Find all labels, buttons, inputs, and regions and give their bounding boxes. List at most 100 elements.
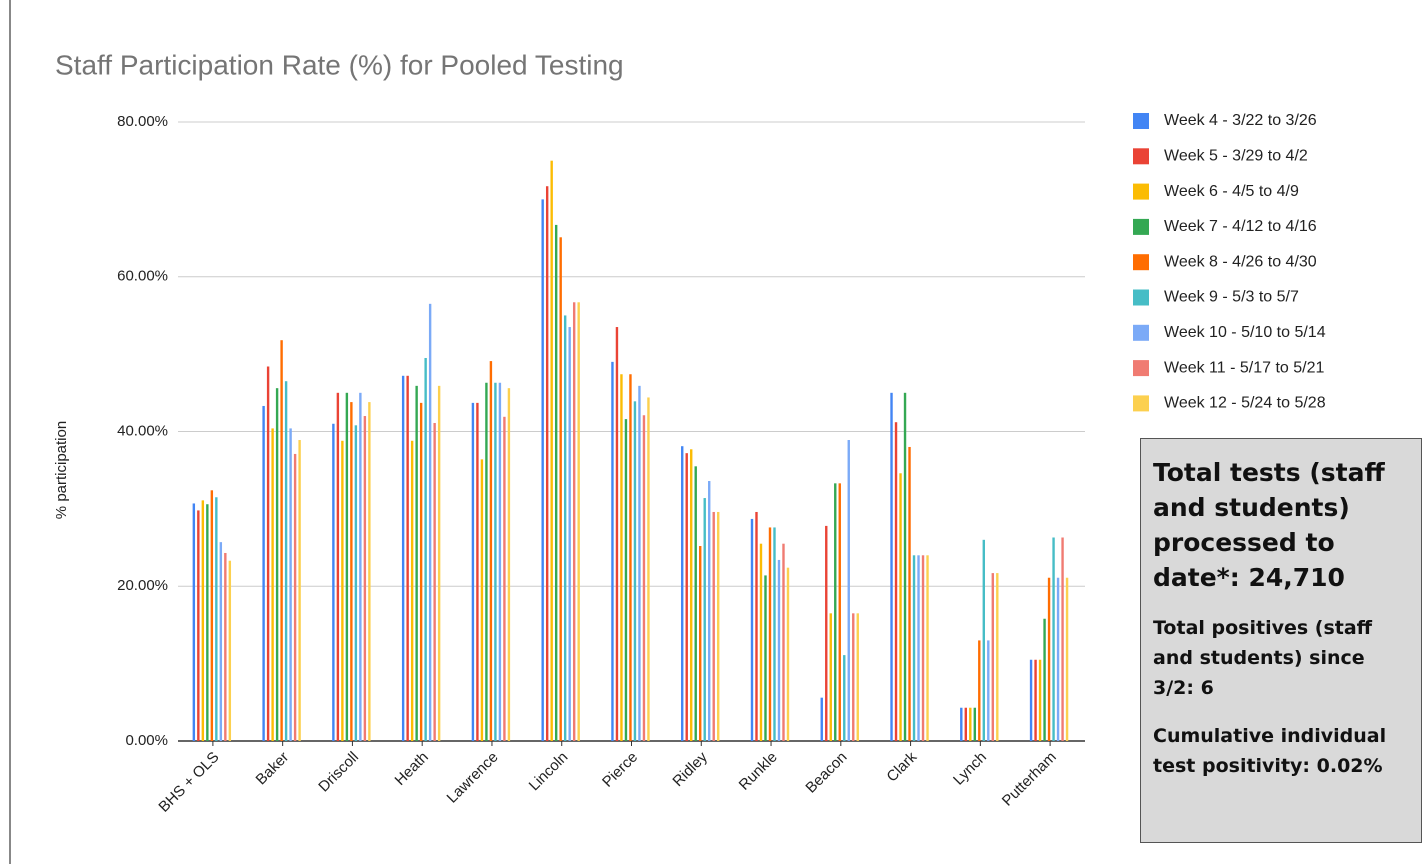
bar [419, 402, 423, 741]
y-tick-label: 0.00% [125, 732, 168, 749]
legend-label: Week 8 - 4/26 to 4/30 [1164, 253, 1317, 270]
bar [572, 302, 576, 741]
bar [401, 375, 405, 741]
bar [485, 382, 488, 741]
legend-label: Week 7 - 4/12 to 4/16 [1164, 218, 1317, 235]
bar [345, 392, 349, 741]
chart-title: Staff Participation Rate (%) for Pooled … [55, 49, 624, 80]
bar [1052, 537, 1055, 741]
summary-box: Total tests (staff and students) process… [1140, 438, 1422, 843]
bar [825, 525, 828, 741]
bar [978, 640, 981, 741]
legend-swatch [1133, 289, 1149, 306]
annotation: Cumulative individual test positivity: 0… [1153, 725, 1387, 777]
bar [494, 382, 497, 741]
bar [363, 416, 367, 741]
bar [838, 483, 841, 741]
bar [1065, 577, 1069, 741]
bar [275, 388, 279, 741]
bar [926, 555, 929, 741]
bar [1034, 659, 1037, 741]
bar [498, 382, 502, 741]
bar [489, 361, 493, 741]
bar [694, 466, 697, 741]
bar [503, 416, 506, 741]
legend-swatch [1133, 148, 1149, 165]
bar [341, 440, 344, 741]
bar [773, 527, 776, 741]
x-tick-label: Pierce [599, 749, 641, 791]
bar [987, 640, 990, 741]
bar [541, 199, 544, 741]
bar [611, 361, 614, 741]
bar [890, 392, 893, 741]
legend-label: Week 12 - 5/24 to 5/28 [1164, 395, 1326, 412]
bar [197, 510, 200, 741]
x-tick-label: Driscoll [315, 749, 362, 796]
x-tick-label: Lawrence [444, 749, 502, 807]
bar [852, 613, 855, 741]
y-axis-label: % participation [53, 421, 70, 519]
y-tick-label: 80.00% [117, 113, 168, 130]
bar [768, 527, 772, 741]
bar [219, 542, 223, 741]
bar [624, 419, 628, 741]
bar [354, 425, 358, 741]
y-tick-label: 40.00% [117, 422, 168, 439]
bar [289, 428, 292, 741]
bar [820, 697, 823, 741]
x-tick-label: Beacon [802, 749, 850, 797]
legend-label: Week 9 - 5/3 to 5/7 [1164, 289, 1299, 306]
bar [969, 707, 972, 741]
bar [699, 546, 702, 741]
bar [554, 224, 558, 741]
bar [210, 490, 214, 741]
bar [647, 397, 650, 741]
bar [703, 498, 706, 741]
bar [480, 459, 484, 741]
bar [428, 303, 432, 741]
bar [545, 186, 549, 741]
y-tick-label: 20.00% [117, 577, 168, 594]
legend-swatch [1133, 113, 1149, 129]
bar [406, 375, 409, 741]
bar [764, 575, 767, 741]
bar [563, 315, 567, 741]
bar [964, 707, 967, 741]
x-tick-label: Putterham [999, 749, 1060, 810]
bar [293, 453, 297, 741]
bar [1029, 659, 1033, 741]
legend-swatch [1133, 324, 1149, 341]
bar [917, 555, 920, 741]
x-tick-label: Ridley [669, 748, 711, 790]
bar [568, 327, 571, 741]
annotation: Total tests (staff and students) process… [1153, 458, 1385, 592]
bar [843, 655, 846, 741]
bar [921, 555, 925, 741]
bar [899, 473, 902, 741]
x-tick-label: Lincoln [526, 749, 572, 795]
bar [350, 402, 353, 741]
bar [912, 555, 916, 741]
legend-label: Week 6 - 4/5 to 4/9 [1164, 183, 1299, 200]
bar [960, 707, 963, 741]
bar [856, 613, 859, 741]
bar [1047, 577, 1051, 741]
bar [577, 302, 580, 741]
x-tick-label: Lynch [950, 749, 990, 789]
bar [642, 415, 646, 741]
bar [755, 511, 758, 741]
bar [192, 503, 196, 741]
bar [332, 423, 335, 741]
bar [215, 497, 218, 741]
bar [633, 401, 637, 741]
legend-label: Week 10 - 5/10 to 5/14 [1164, 324, 1326, 341]
bar [336, 392, 340, 741]
bar [717, 511, 720, 741]
legend-swatch [1133, 254, 1149, 271]
x-tick-label: BHS + OLS [155, 749, 222, 816]
bar [550, 160, 553, 741]
bar [1056, 577, 1060, 741]
bar [759, 543, 763, 741]
bar [280, 340, 283, 741]
